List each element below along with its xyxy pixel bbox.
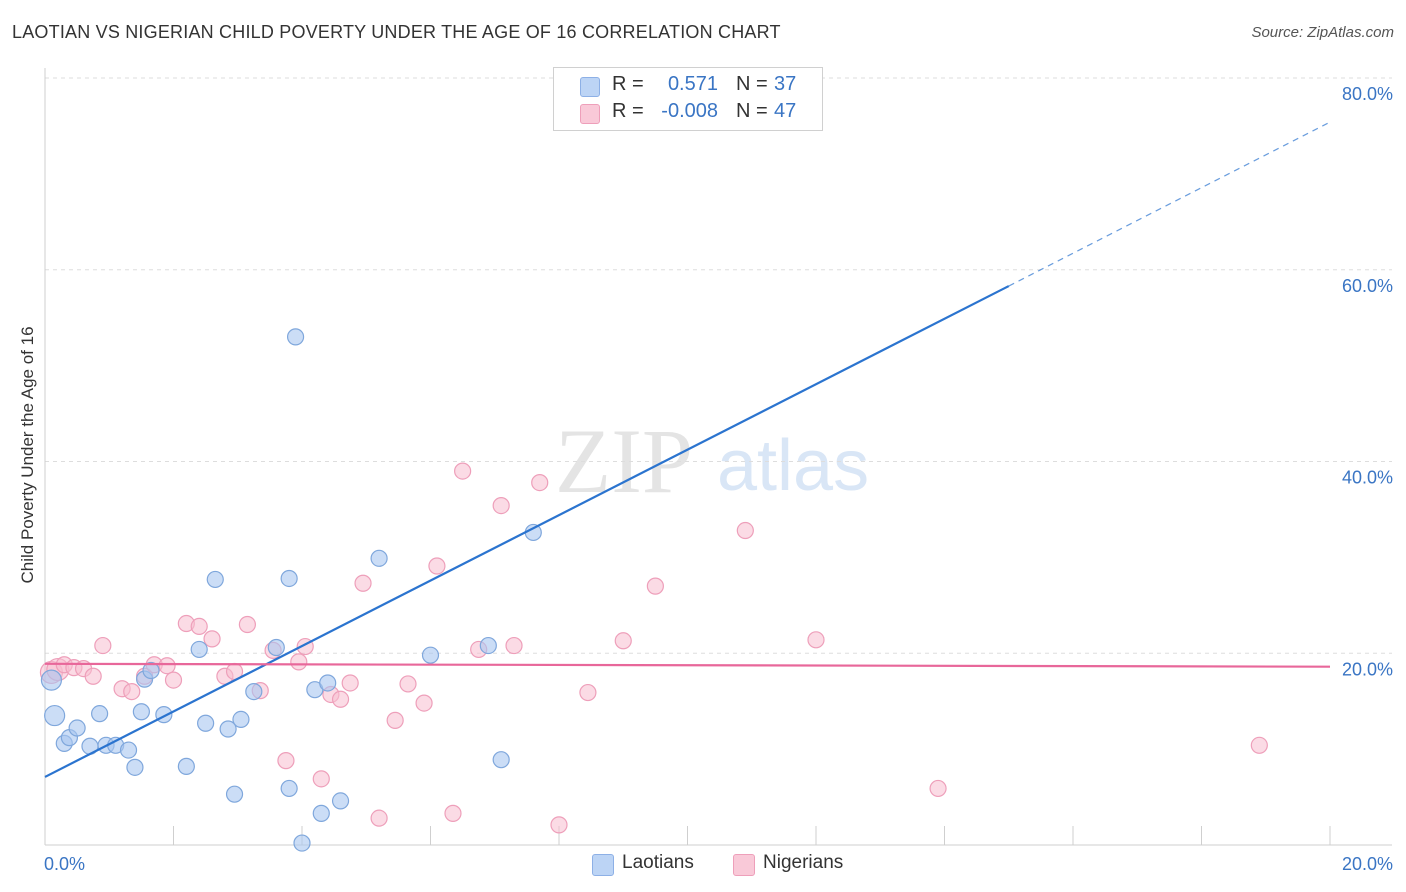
nigerian-point	[444, 804, 462, 822]
laotians-legend-swatch	[592, 854, 614, 876]
nigerian-point	[158, 657, 176, 675]
nigerian-point	[505, 636, 523, 655]
laotian-point	[91, 705, 109, 723]
y-axis-label: Child Poverty Under the Age of 16	[18, 326, 37, 584]
laotian-point	[492, 751, 510, 769]
laotians-swatch	[580, 77, 600, 97]
r-value: -0.008	[661, 100, 718, 122]
x-tick-label: 20.0%	[1342, 854, 1393, 874]
nigerian-point	[428, 557, 446, 575]
source-label: Source: ZipAtlas.com	[1251, 24, 1394, 41]
laotian-point	[286, 328, 305, 346]
n-label: N =	[736, 73, 768, 95]
nigerian-point	[531, 473, 549, 492]
y-tick-label: 40.0%	[1342, 468, 1393, 488]
chart-title: LAOTIAN VS NIGERIAN CHILD POVERTY UNDER …	[12, 22, 781, 42]
nigerians-legend-label: Nigerians	[763, 852, 844, 873]
laotian-point	[197, 714, 215, 732]
r-label: R =	[612, 73, 644, 95]
nigerian-point	[312, 770, 330, 788]
laotian-point	[280, 779, 298, 798]
laotian-point	[245, 682, 263, 701]
nigerians-swatch	[580, 104, 600, 124]
nigerian-point	[341, 674, 359, 692]
correlation-legend: R = 0.571 N = 37 R = -0.008 N = 47	[553, 67, 823, 131]
legend-row-laotians: R = 0.571 N = 37	[554, 73, 822, 99]
nigerian-point	[331, 690, 350, 708]
laotians-legend-label: Laotians	[622, 852, 694, 873]
laotian-point	[132, 703, 150, 721]
n-value: 47	[774, 100, 797, 122]
nigerian-point	[646, 577, 664, 595]
nigerian-point	[354, 574, 372, 592]
laotian-point	[219, 720, 237, 738]
watermark-atlas: atlas	[717, 426, 869, 506]
laotian-point	[190, 640, 208, 659]
nigerian-point	[290, 653, 308, 671]
legend-row-nigerians: R = -0.008 N = 47	[554, 100, 822, 126]
nigerian-point	[370, 809, 388, 827]
laotian-point	[267, 638, 285, 657]
nigerians-legend-swatch	[733, 854, 755, 876]
laotian-point	[225, 785, 244, 803]
nigerian-point	[277, 752, 295, 770]
laotian-point	[312, 804, 330, 822]
laotian-point	[331, 792, 350, 810]
nigerian-point	[399, 675, 417, 693]
laotian-point	[126, 758, 144, 776]
laotian-point	[370, 549, 388, 567]
nigerian-point	[415, 694, 433, 712]
laotians-trend-extension	[1008, 121, 1331, 287]
nigerians-trend-line	[44, 662, 1331, 668]
nigerian-point	[614, 632, 632, 650]
nigerian-point	[84, 667, 102, 685]
nigerian-point	[386, 711, 404, 729]
nigerian-point	[238, 615, 256, 634]
x-tick-label: 0.0%	[44, 854, 85, 874]
r-value: 0.571	[667, 73, 718, 95]
nigerian-point	[579, 683, 597, 702]
nigerian-point	[1250, 736, 1268, 754]
nigerian-point	[550, 816, 568, 834]
laotian-point	[68, 719, 86, 737]
laotian-point	[280, 569, 298, 588]
laotian-point	[524, 523, 542, 542]
nigerian-point	[492, 497, 510, 515]
laotian-point	[319, 674, 337, 692]
nigerian-point	[123, 682, 141, 701]
nigerian-point	[190, 617, 208, 636]
laotian-point	[177, 757, 195, 775]
y-tick-label: 20.0%	[1342, 659, 1393, 679]
laotians-trend-line	[44, 285, 1010, 778]
series-legend: Laotians Nigerians	[0, 852, 1406, 878]
y-tick-label: 60.0%	[1342, 276, 1393, 296]
laotian-point	[479, 636, 497, 655]
nigerian-point	[94, 636, 112, 655]
laotian-point	[40, 669, 63, 691]
laotian-point	[421, 646, 440, 664]
laotian-point	[142, 661, 160, 680]
y-tick-label: 80.0%	[1342, 84, 1393, 104]
laotian-point	[119, 741, 138, 759]
laotian-point	[293, 834, 311, 852]
n-label: N =	[736, 100, 768, 122]
laotian-point	[44, 704, 66, 727]
nigerian-point	[807, 631, 825, 649]
nigerian-point	[164, 671, 183, 689]
laotian-point	[232, 710, 250, 729]
nigerian-point	[736, 521, 754, 540]
nigerian-point	[454, 462, 472, 480]
nigerian-point	[929, 779, 947, 798]
laotian-point	[206, 570, 224, 589]
n-value: 37	[774, 73, 797, 95]
nigerian-point	[203, 630, 221, 648]
r-label: R =	[612, 100, 644, 122]
